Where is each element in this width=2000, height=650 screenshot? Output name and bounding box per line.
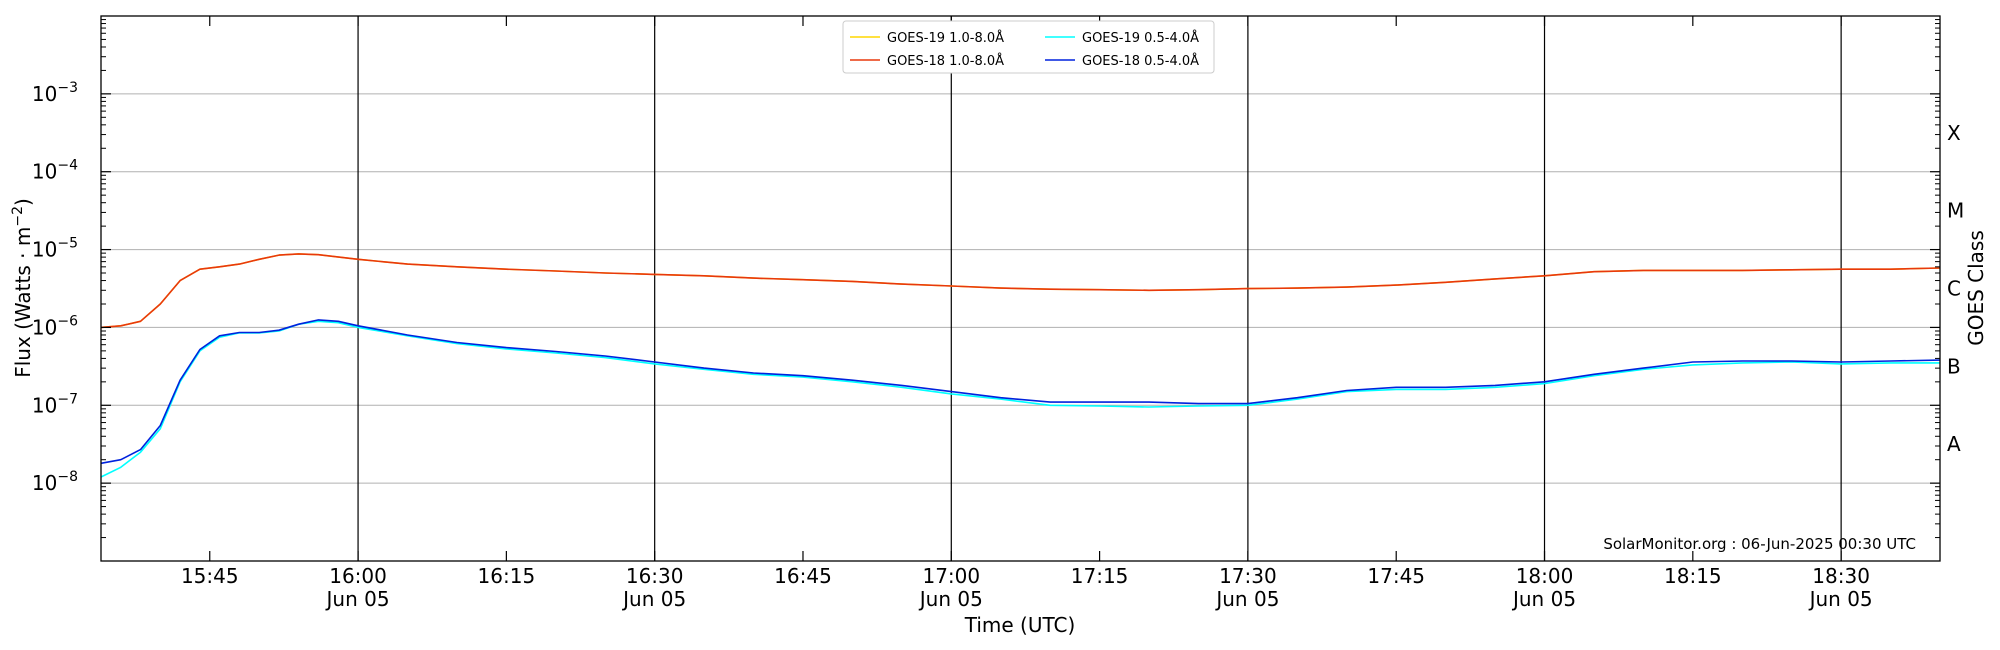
x-axis-label: Time (UTC) — [964, 613, 1076, 637]
goes-class-label: M — [1947, 199, 1964, 223]
goes-class-label: X — [1947, 121, 1961, 145]
x-tick-label: 16:45 — [774, 564, 832, 588]
y-axis-label-right: GOES Class — [1964, 230, 1988, 346]
y-axis-label: Flux (Watts · m−2) — [10, 198, 35, 378]
x-tick-date-label: Jun 05 — [1808, 587, 1873, 611]
y-axis-label-group: Flux (Watts · m−2) — [10, 198, 35, 378]
series-line — [100, 319, 1941, 465]
y-tick-exponent: −5 — [57, 236, 78, 252]
x-tick-label: 16:00 — [329, 564, 387, 588]
y-tick-exponent: −7 — [57, 391, 78, 407]
legend-box — [842, 20, 1215, 74]
x-tick-label: 16:15 — [478, 564, 536, 588]
x-tick-label: 15:45 — [181, 564, 239, 588]
goes-class-label: C — [1947, 277, 1961, 301]
y-tick-exponent: −8 — [57, 469, 78, 485]
legend-label: GOES-18 1.0-8.0Å — [887, 53, 1004, 69]
series-line — [100, 253, 1941, 329]
y-tick-label: 10−3 — [32, 80, 78, 106]
y-tick-label: 10−7 — [32, 391, 78, 417]
x-tick-date-label: Jun 05 — [918, 587, 983, 611]
x-tick-date-label: Jun 05 — [621, 587, 686, 611]
legend: GOES-19 1.0-8.0Å GOES-19 0.5-4.0Å GOES-18 … — [842, 20, 1215, 74]
x-tick-date-label: Jun 05 — [1511, 587, 1576, 611]
x-tick-label: 18:00 — [1516, 564, 1574, 588]
x-tick-label: 17:15 — [1071, 564, 1129, 588]
goes-class-label: A — [1947, 432, 1961, 456]
legend-label: GOES-19 1.0-8.0Å — [887, 30, 1004, 46]
grid-layer — [101, 93, 1940, 484]
x-tick-label: 18:30 — [1812, 564, 1870, 588]
legend-label: GOES-18 0.5-4.0Å — [1082, 53, 1199, 69]
y-tick-exponent: −4 — [57, 158, 78, 174]
y-tick-label: 10−6 — [32, 313, 78, 339]
x-tick-date-label: Jun 05 — [325, 587, 390, 611]
footer-annotation: SolarMonitor.org : 06-Jun-2025 00:30 UTC — [1603, 535, 1916, 553]
legend-label: GOES-19 0.5-4.0Å — [1082, 30, 1199, 46]
x-tick-label: 16:30 — [626, 564, 684, 588]
x-tick-label: 17:45 — [1367, 564, 1425, 588]
y-tick-exponent: −3 — [57, 80, 78, 96]
x-tick-label: 17:00 — [922, 564, 980, 588]
y-tick-exponent: −6 — [57, 313, 78, 329]
series-layer — [100, 253, 1941, 478]
goes-class-label: B — [1947, 354, 1961, 378]
x-tick-date-label: Jun 05 — [1214, 587, 1279, 611]
x-tick-label: 18:15 — [1664, 564, 1722, 588]
plot-frame — [100, 15, 1941, 562]
x-tick-label: 17:30 — [1219, 564, 1277, 588]
